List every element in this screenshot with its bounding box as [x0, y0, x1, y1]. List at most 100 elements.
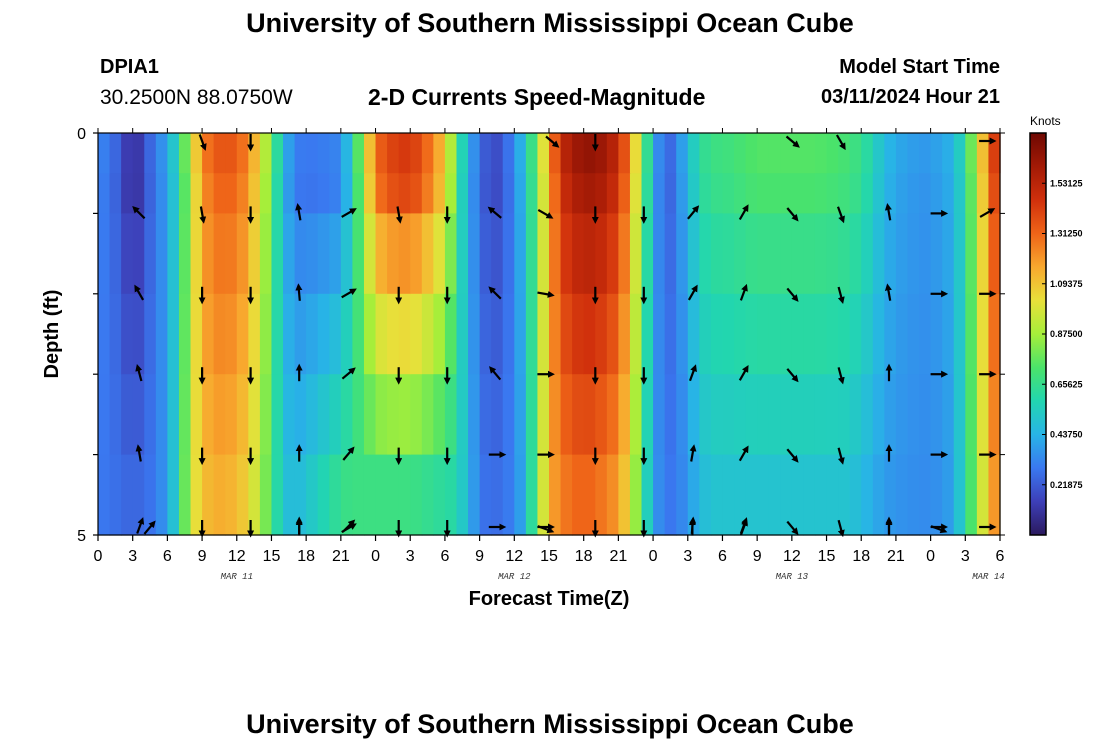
heat-cell — [306, 293, 319, 375]
heat-cell — [838, 213, 851, 295]
heat-cell — [791, 293, 805, 375]
heat-cell — [919, 454, 932, 536]
heat-cell — [687, 374, 700, 456]
current-vector — [487, 206, 502, 219]
current-vector — [884, 283, 892, 301]
heat-cell-surface — [560, 133, 573, 174]
heat-cell — [895, 213, 909, 295]
x-tick-label: 15 — [263, 548, 281, 565]
x-date-label: MAR 14 — [972, 572, 1004, 582]
current-vector — [342, 446, 355, 461]
heat-cell — [514, 213, 527, 295]
heat-cell-surface — [144, 133, 157, 174]
heat-cell-surface — [491, 133, 504, 174]
heat-cell — [479, 454, 492, 536]
heat-cell — [861, 374, 874, 456]
heat-cell — [363, 213, 377, 295]
heat-cell — [826, 213, 839, 295]
heat-cell-surface — [953, 133, 966, 174]
heat-cell — [144, 454, 157, 536]
heat-cell-surface — [98, 133, 111, 174]
heat-cell-surface — [664, 133, 677, 174]
heat-cell-surface — [572, 133, 585, 174]
heat-cell — [872, 374, 885, 456]
heat-cell — [456, 213, 469, 295]
heat-cell — [791, 213, 805, 295]
heat-cell — [814, 293, 828, 375]
heat-cell — [930, 374, 943, 456]
current-vectors — [132, 134, 997, 538]
heat-cell — [814, 213, 828, 295]
heat-cell — [919, 213, 932, 295]
colorbar-tick-label: 1.31250 — [1050, 229, 1083, 239]
heat-cell-surface — [791, 133, 805, 174]
heat-cell — [132, 374, 145, 456]
heat-cell-surface — [606, 133, 619, 174]
heat-cell — [629, 374, 643, 456]
heat-cell-surface — [699, 133, 712, 174]
heat-cell — [849, 293, 862, 375]
heat-cell — [398, 374, 411, 456]
colorbar-tick-label: 0.43750 — [1050, 430, 1083, 440]
heat-cell — [167, 374, 180, 456]
heat-cell — [410, 454, 423, 536]
heat-cell — [988, 374, 1001, 456]
heat-cell-surface — [514, 133, 527, 174]
heat-cell-surface — [884, 133, 897, 174]
heat-cell — [930, 293, 943, 375]
x-tick-label: 12 — [228, 548, 246, 565]
heat-cell — [745, 293, 758, 375]
heat-cell — [814, 454, 828, 536]
heat-cell — [988, 454, 1001, 536]
heat-cell-surface — [976, 133, 990, 174]
heat-cell — [155, 293, 168, 375]
heat-cell — [710, 213, 724, 295]
x-axis-label: Forecast Time(Z) — [469, 588, 630, 610]
current-vector — [738, 445, 749, 462]
heat-cell-surface — [930, 133, 943, 174]
heat-cell — [468, 454, 481, 536]
x-tick-label: 18 — [852, 548, 870, 565]
x-tick-label: 6 — [440, 548, 449, 565]
heat-cell — [514, 454, 527, 536]
heat-cell-surface — [225, 133, 238, 174]
heat-cell — [629, 213, 643, 295]
heat-cell — [98, 454, 111, 536]
heat-cell — [283, 454, 296, 536]
heat-cell-surface — [861, 133, 874, 174]
current-vector — [884, 203, 892, 221]
heat-cell — [410, 293, 423, 375]
model-start-value: 03/11/2024 Hour 21 — [820, 86, 1000, 108]
heat-cell — [144, 293, 157, 375]
heat-cell — [444, 293, 458, 375]
heat-cell — [618, 454, 631, 536]
heat-cell — [734, 213, 747, 295]
heat-cell — [259, 213, 273, 295]
current-vector — [738, 204, 749, 221]
heat-cell — [329, 293, 342, 375]
x-tick-label: 6 — [163, 548, 172, 565]
heat-cell — [710, 454, 724, 536]
current-vector — [786, 448, 799, 463]
heat-cell — [791, 374, 805, 456]
heat-cell — [919, 293, 932, 375]
heat-cell-surface — [444, 133, 458, 174]
current-vector-surface — [785, 135, 800, 148]
heat-cell — [98, 213, 111, 295]
heat-cell — [271, 293, 284, 375]
heat-cell — [942, 454, 955, 536]
x-tick-label: 12 — [505, 548, 523, 565]
colorbar-tick-label: 1.53125 — [1050, 178, 1083, 188]
heat-cell — [976, 374, 990, 456]
heat-cell — [514, 293, 527, 375]
heat-cell — [595, 213, 608, 295]
heat-cell-surface — [803, 133, 816, 174]
heat-cell — [537, 293, 550, 375]
heat-cell — [664, 213, 677, 295]
heat-cell — [283, 293, 296, 375]
heat-cell — [468, 374, 481, 456]
heat-cell — [641, 293, 654, 375]
heat-cell-surface — [676, 133, 689, 174]
heat-cell — [699, 293, 712, 375]
heat-cell — [202, 213, 215, 295]
